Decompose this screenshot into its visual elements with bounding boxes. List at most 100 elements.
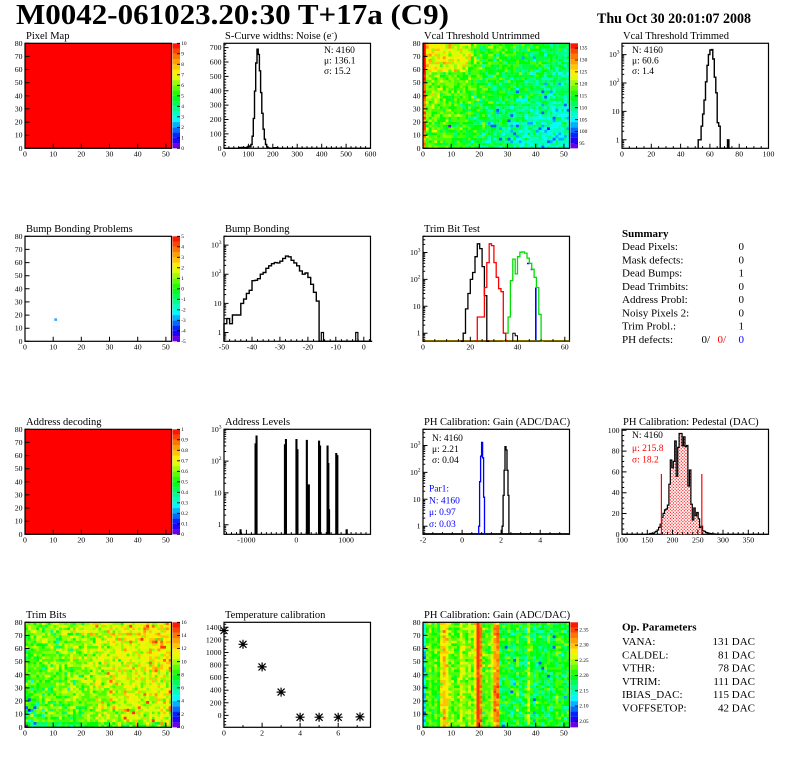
svg-text:M0042-061023.20:30 T+17a (C9): M0042-061023.20:30 T+17a (C9) — [16, 0, 449, 31]
svg-text:10: 10 — [49, 729, 57, 738]
svg-text:70: 70 — [15, 631, 23, 640]
svg-text:10: 10 — [447, 150, 455, 159]
svg-text:60: 60 — [612, 467, 620, 476]
svg-text:10: 10 — [413, 710, 421, 719]
svg-text:30: 30 — [106, 343, 114, 352]
svg-text:40: 40 — [15, 670, 23, 679]
svg-text:Bump Bonding: Bump Bonding — [225, 224, 290, 235]
svg-text:60: 60 — [15, 644, 23, 653]
svg-text:0: 0 — [222, 729, 226, 738]
svg-text:8: 8 — [181, 62, 184, 68]
svg-text:0: 0 — [23, 729, 27, 738]
svg-text:40: 40 — [134, 343, 142, 352]
svg-text:0: 0 — [616, 530, 620, 539]
svg-text:40: 40 — [413, 91, 421, 100]
svg-text:130: 130 — [579, 58, 587, 64]
svg-text:Par1:: Par1: — [429, 485, 449, 495]
svg-text:N: 4160: N: 4160 — [632, 46, 663, 56]
svg-text:Vcal Threshold Trimmed: Vcal Threshold Trimmed — [623, 31, 730, 42]
svg-text:800: 800 — [210, 661, 222, 670]
svg-text:30: 30 — [504, 729, 512, 738]
svg-text:1: 1 — [739, 321, 745, 333]
svg-text:40: 40 — [514, 343, 522, 352]
svg-text:102: 102 — [410, 274, 421, 284]
svg-text:50: 50 — [162, 536, 170, 545]
svg-text:S-Curve widths: Noise (e-): S-Curve widths: Noise (e-) — [225, 29, 338, 42]
svg-text:20: 20 — [413, 697, 421, 706]
svg-text:10: 10 — [214, 299, 222, 308]
svg-text:4: 4 — [538, 536, 542, 545]
svg-text:60: 60 — [15, 65, 23, 74]
svg-text:50: 50 — [15, 657, 23, 666]
svg-text:0.3: 0.3 — [181, 500, 188, 506]
svg-text:103: 103 — [410, 441, 421, 451]
svg-text:14: 14 — [181, 633, 187, 639]
svg-text:1: 1 — [417, 522, 421, 531]
svg-text:200: 200 — [210, 115, 222, 124]
svg-text:N: 4160: N: 4160 — [632, 431, 663, 441]
svg-text:10: 10 — [181, 659, 187, 665]
svg-text:5: 5 — [181, 93, 184, 99]
svg-text:30: 30 — [15, 683, 23, 692]
svg-text:30: 30 — [106, 536, 114, 545]
svg-text:10: 10 — [15, 324, 23, 333]
svg-text:IBIAS_DAC:: IBIAS_DAC: — [622, 689, 683, 701]
svg-text:μ: 2.21: μ: 2.21 — [432, 445, 459, 455]
svg-text:20: 20 — [475, 150, 483, 159]
svg-text:200: 200 — [210, 698, 222, 707]
svg-text:1: 1 — [181, 135, 184, 141]
svg-text:-10: -10 — [331, 343, 341, 352]
svg-text:5: 5 — [181, 234, 184, 240]
svg-text:60: 60 — [413, 65, 421, 74]
svg-text:-20: -20 — [303, 343, 313, 352]
svg-text:20: 20 — [77, 729, 85, 738]
svg-text:0: 0 — [460, 536, 464, 545]
svg-text:100: 100 — [210, 129, 222, 138]
svg-text:2.05: 2.05 — [579, 719, 589, 725]
svg-text:102: 102 — [211, 269, 222, 279]
svg-text:30: 30 — [413, 683, 421, 692]
svg-text:40: 40 — [15, 91, 23, 100]
svg-text:40: 40 — [134, 536, 142, 545]
svg-text:2.25: 2.25 — [579, 658, 589, 664]
svg-text:30: 30 — [106, 150, 114, 159]
svg-text:20: 20 — [77, 343, 85, 352]
svg-text:1: 1 — [218, 520, 222, 529]
svg-text:30: 30 — [413, 104, 421, 113]
svg-text:0: 0 — [739, 254, 745, 266]
svg-text:10: 10 — [15, 517, 23, 526]
svg-text:Noisy Pixels 2:: Noisy Pixels 2: — [622, 307, 689, 319]
svg-text:200: 200 — [267, 150, 279, 159]
svg-text:50: 50 — [413, 78, 421, 87]
svg-text:0: 0 — [739, 334, 745, 346]
svg-text:10: 10 — [49, 150, 57, 159]
svg-text:Mask defects:: Mask defects: — [622, 254, 683, 266]
svg-text:2.30: 2.30 — [579, 643, 589, 649]
svg-text:0: 0 — [417, 723, 421, 732]
svg-text:9: 9 — [181, 51, 184, 57]
svg-text:Bump Bonding Problems: Bump Bonding Problems — [26, 224, 133, 235]
svg-text:20: 20 — [612, 509, 620, 518]
svg-text:115 DAC: 115 DAC — [713, 689, 755, 701]
svg-text:50: 50 — [162, 150, 170, 159]
svg-text:6: 6 — [181, 83, 184, 89]
svg-text:0: 0 — [421, 343, 425, 352]
svg-text:400: 400 — [210, 86, 222, 95]
svg-text:VANA:: VANA: — [622, 636, 655, 648]
svg-text:Dead Trimbits:: Dead Trimbits: — [622, 281, 688, 293]
svg-text:-1: -1 — [181, 297, 186, 303]
svg-text:N: 4160: N: 4160 — [429, 497, 460, 507]
svg-text:30: 30 — [106, 729, 114, 738]
svg-text:-4: -4 — [181, 328, 186, 334]
svg-text:20: 20 — [15, 697, 23, 706]
svg-text:Address Probl:: Address Probl: — [622, 294, 688, 306]
svg-text:0.5: 0.5 — [181, 479, 188, 485]
svg-text:102: 102 — [410, 467, 421, 477]
svg-text:Dead Pixels:: Dead Pixels: — [622, 241, 678, 253]
svg-text:80: 80 — [413, 39, 421, 48]
svg-text:4: 4 — [298, 729, 302, 738]
svg-text:VTRIM:: VTRIM: — [622, 676, 661, 688]
svg-text:50: 50 — [162, 343, 170, 352]
svg-text:103: 103 — [211, 424, 222, 434]
svg-text:60: 60 — [15, 451, 23, 460]
